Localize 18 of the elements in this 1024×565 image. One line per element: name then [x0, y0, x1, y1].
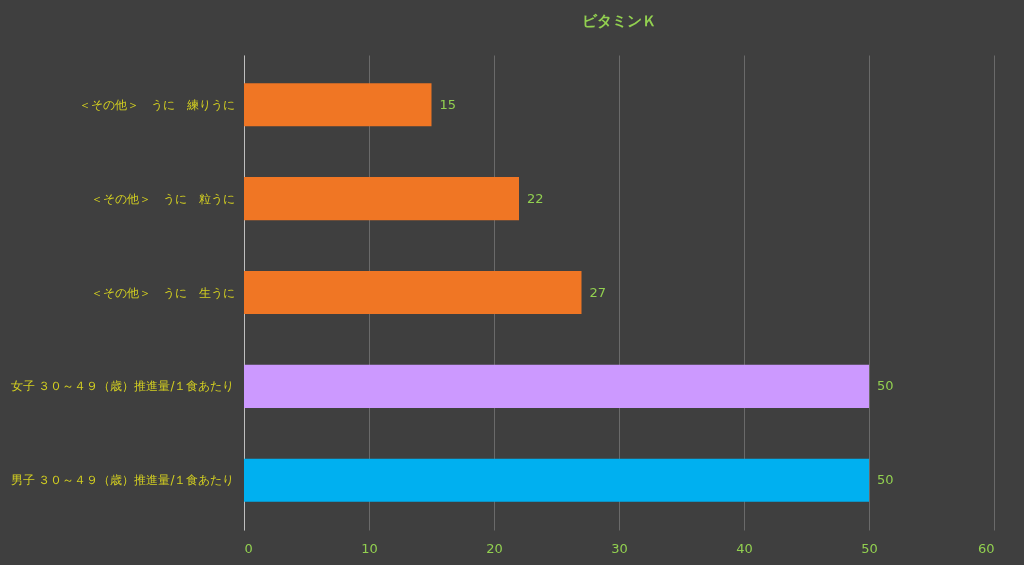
x-tick-label: 40	[736, 540, 753, 556]
x-tick-label: 20	[486, 540, 503, 556]
y-tick-label: ＜その他＞ うに 練りうに	[78, 97, 235, 112]
data-label: 22	[527, 190, 544, 206]
data-label: 27	[589, 284, 607, 300]
data-label: 50	[877, 378, 894, 394]
y-tick-label: 男子 ３０～４９（歳）推進量/１食あたり	[10, 473, 235, 488]
y-tick-label: ＜その他＞ うに 粒うに	[90, 191, 235, 206]
x-tick-label: 10	[361, 540, 378, 556]
data-label: 15	[439, 96, 457, 112]
y-tick-label: 女子 ３０～４９（歳）推進量/１食あたり	[10, 379, 235, 394]
y-tick-label: ＜その他＞ うに 生うに	[90, 285, 235, 300]
data-label: 50	[877, 472, 894, 488]
x-tick-label: 0	[244, 540, 253, 556]
x-tick-label: 50	[861, 540, 878, 556]
chart-title: ビタミンＫ	[581, 12, 657, 30]
x-tick-label: 60	[977, 540, 995, 556]
x-tick-label: 30	[611, 540, 628, 556]
